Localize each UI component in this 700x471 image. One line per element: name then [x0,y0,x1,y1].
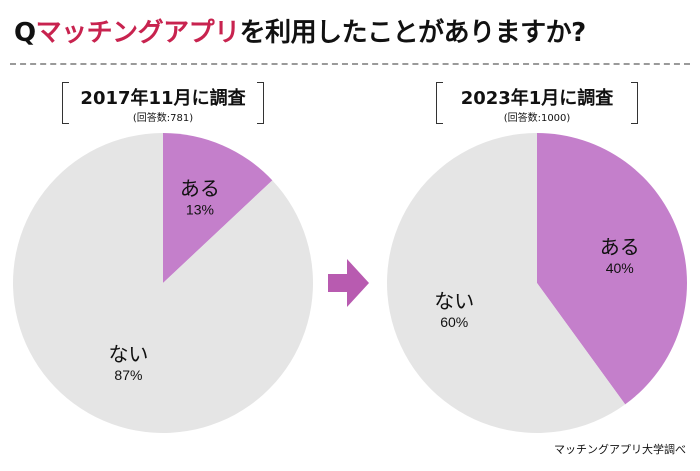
respondent-count: (回答数:781) [132,113,194,124]
pie-slice-no [387,133,626,433]
slice-value-label: 87% [114,367,142,383]
pie-slice-yes [163,133,273,283]
pie-slice-no [13,133,314,433]
respondent-count: (回答数:1000) [503,113,571,124]
slice-value-label: 60% [440,314,468,330]
bracket-left [436,82,443,124]
survey-date: 2017年11月に調査 [80,88,246,109]
slice-value-label: 40% [606,260,634,276]
slice-value-label: 13% [186,202,214,218]
bracket-left [62,82,69,124]
right-arrow-icon [328,259,369,307]
bracket-right [257,82,264,124]
question-prefix: Q [14,18,36,48]
source-note: マッチングアプリ大学調べ [554,443,686,456]
slice-label: ない [434,289,474,313]
bracket-right [631,82,638,124]
question-rest: を利用したことがありますか? [239,18,587,48]
pie-slice-yes [537,133,687,405]
survey-header-2017: 2017年11月に調査 (回答数:781) [62,82,264,124]
survey-header-2023: 2023年1月に調査 (回答数:1000) [436,82,638,124]
dashed-divider [10,63,690,65]
question-accent: マッチングアプリ [35,18,241,48]
survey-date: 2023年1月に調査 [460,88,614,109]
slice-label: ある [180,177,220,201]
question-title: Qマッチングアプリを利用したことがありますか? [14,12,586,49]
slice-label: ない [108,342,148,366]
slice-label: ある [600,235,640,259]
